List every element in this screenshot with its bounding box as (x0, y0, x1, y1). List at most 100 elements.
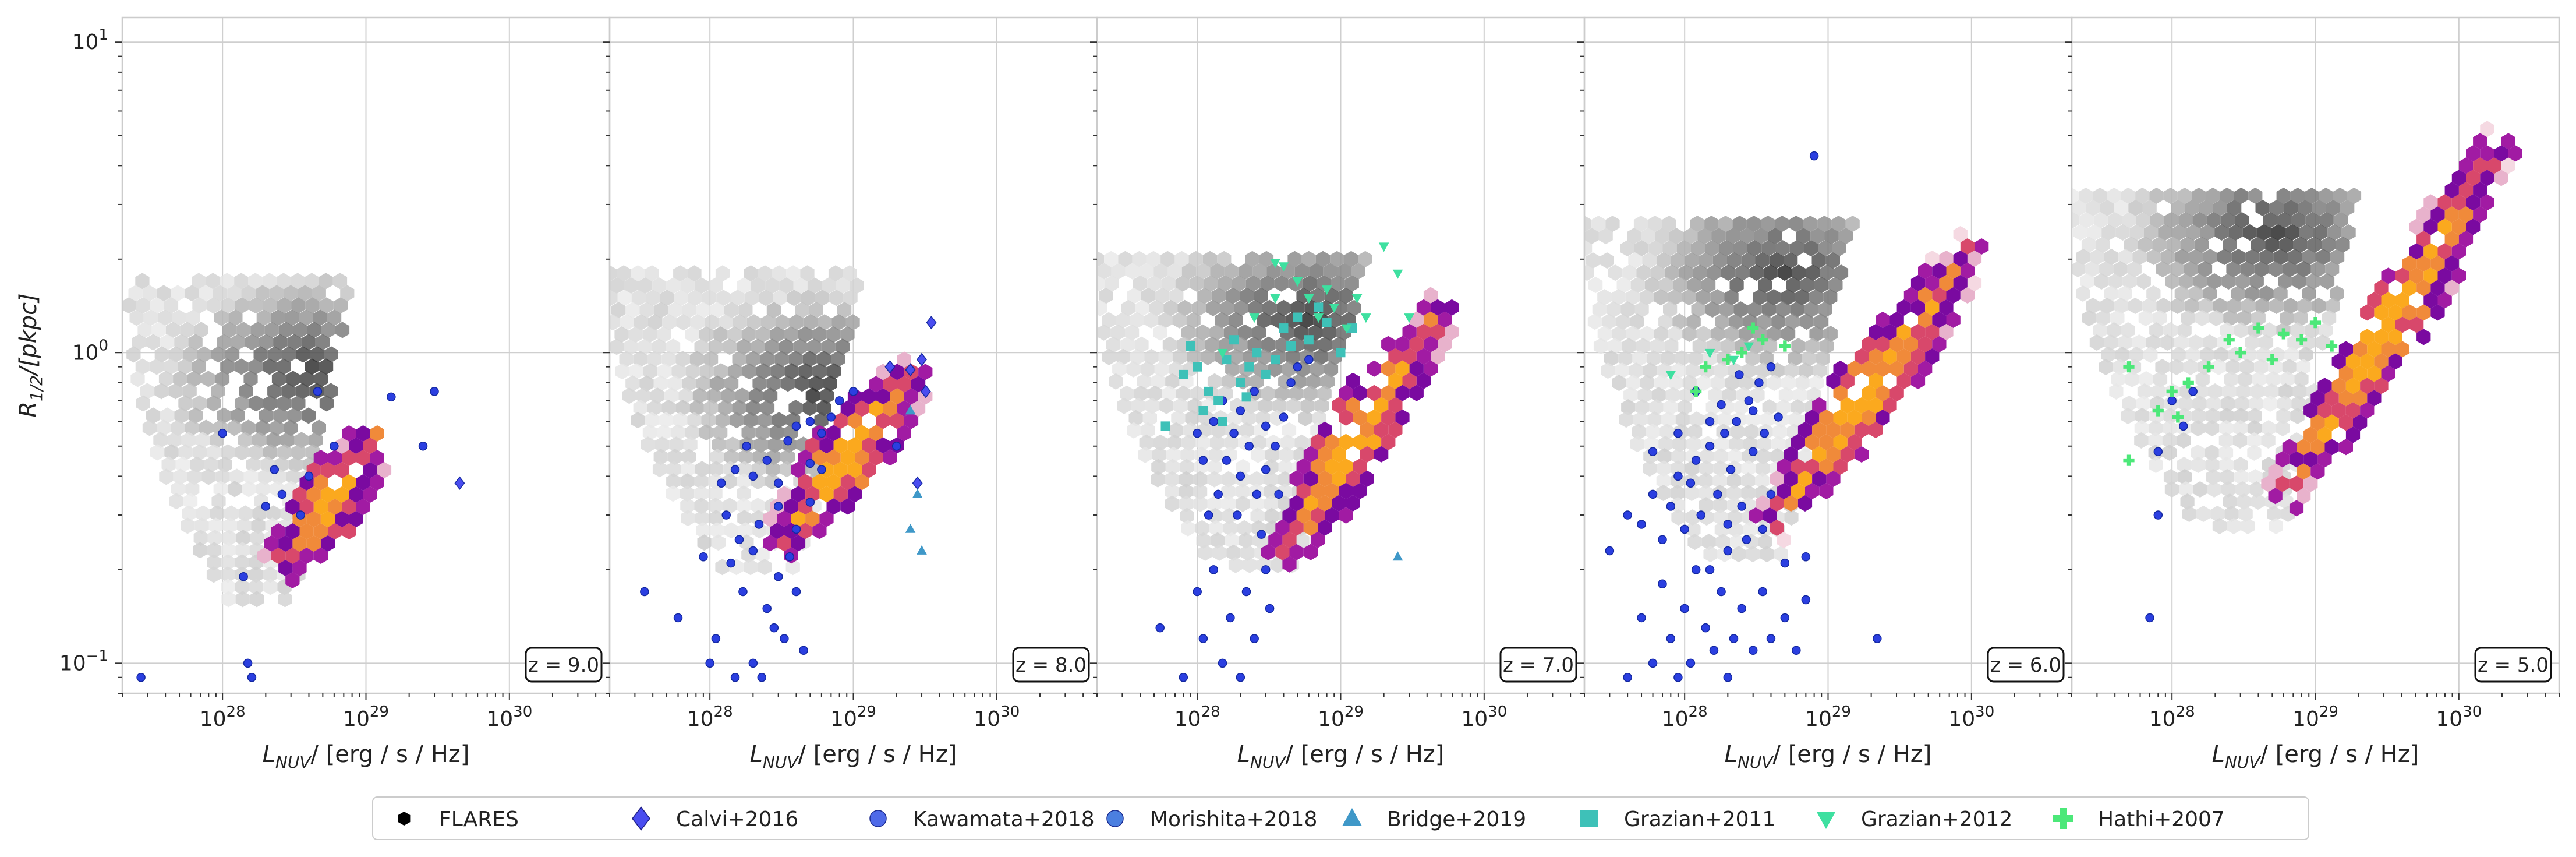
hexbin-cell (1211, 287, 1226, 304)
hexbin-cell (1703, 546, 1718, 563)
hexbin-cell (249, 297, 263, 314)
hexbin-cell (199, 285, 213, 302)
hexbin-cell (2107, 212, 2122, 228)
hexbin-cell (1640, 326, 1654, 343)
data-point (799, 646, 808, 655)
data-point (1748, 646, 1758, 655)
data-point (218, 428, 227, 438)
hexbin-cell (1121, 299, 1135, 316)
hexbin-cell (181, 517, 195, 534)
hexbin-cell (820, 387, 834, 404)
hexbin-cell (759, 290, 773, 306)
hexbin-cell (1592, 301, 1607, 318)
data-point (1680, 524, 1689, 534)
hexbin-cell (619, 351, 634, 368)
hexbin-cell (1925, 348, 1940, 365)
hexbin-cell (1755, 472, 1770, 489)
hexbin-cell (2186, 224, 2200, 241)
hexbin-cell (1303, 519, 1318, 536)
hexbin-cell (862, 437, 876, 454)
hexbin-cell (2451, 194, 2466, 211)
hexbin-cell (1267, 361, 1282, 378)
hexbin-cell (1883, 348, 1897, 365)
hexbin-cell (1259, 251, 1274, 267)
hexbin-cell (2251, 310, 2266, 326)
hexbin-cell (1718, 411, 1732, 428)
hexbin-cell (1625, 289, 1640, 306)
hexbin-cell (1746, 546, 1760, 563)
hexbin-cell (1889, 336, 1904, 352)
hexbin-cell (1289, 544, 1304, 560)
hexbin-cell (1918, 336, 1933, 352)
hexbin-cell (1838, 228, 1853, 245)
hexbin-cell (1243, 556, 1257, 573)
hexbin-cell (802, 400, 817, 417)
hexbin-cell (169, 493, 183, 510)
hexbin-cell (765, 461, 780, 478)
observations (640, 315, 937, 682)
x-tick-label: 1029 (1318, 703, 1364, 731)
hexbin-cell (709, 510, 723, 527)
hexbin-cell (688, 290, 702, 306)
hexbin-cell (299, 548, 314, 564)
data-point (1261, 421, 1271, 431)
hexbin-cell (1176, 385, 1191, 402)
hexbin-cell (183, 346, 197, 363)
data-point (1261, 369, 1271, 379)
data-point (748, 658, 758, 668)
hexbin-cell (777, 535, 791, 552)
hexbin-cell (645, 412, 659, 429)
data-point (1673, 672, 1683, 682)
data-point (1744, 396, 1754, 405)
hexbin-cell (1692, 338, 1707, 355)
hexbin-cell (259, 334, 274, 351)
hexbin-cell (1438, 311, 1452, 328)
hexbin-cell (1939, 299, 1954, 316)
data-point (917, 352, 927, 366)
hexbin-cell (241, 285, 256, 302)
hexbin-cell (2093, 212, 2108, 228)
hexbin-cell (715, 412, 730, 429)
data-point (1321, 285, 1332, 295)
hexbin-cell (1761, 216, 1775, 232)
hexbin-cell (2430, 255, 2445, 272)
hexbin-cell (1431, 299, 1445, 316)
hexbin-cell (1367, 385, 1382, 401)
data-point (1193, 428, 1202, 438)
hexbin-cell (730, 412, 744, 429)
hexbin-cell (2333, 188, 2347, 204)
hexbin-cell (2338, 439, 2353, 456)
hexbin-cell (2251, 237, 2266, 253)
hexbin-cell (2194, 237, 2209, 253)
hexbin-color (1749, 226, 1989, 548)
hexbin-cell (1303, 495, 1318, 512)
hexbin-cell (1689, 350, 1703, 367)
hexbin-cell (2227, 200, 2242, 216)
hexbin-cell (710, 449, 724, 465)
hexbin-cell (1869, 324, 1883, 340)
hexbin-cell (1854, 397, 1869, 414)
hexbin-cell (2248, 188, 2263, 204)
hexbin-cell (2193, 383, 2208, 400)
data-point (1336, 348, 1346, 358)
hexbin-cell (286, 468, 300, 485)
hexbin-cell (2225, 359, 2240, 375)
hexbin-cell (2121, 322, 2135, 338)
hexbin-cell (1116, 312, 1130, 329)
hexbin-cell (2298, 200, 2312, 216)
hexbin-cell (1876, 361, 1890, 377)
data-point (1404, 313, 1414, 323)
hexbin-cell (1381, 409, 1396, 426)
hexbin-cell (192, 297, 207, 314)
hexbin-cell (196, 432, 210, 449)
hexbin-cell (2076, 285, 2090, 302)
hexbin-cell (1584, 240, 1593, 257)
hexbin-cell (1789, 216, 1803, 232)
hexbin-cell (723, 473, 737, 490)
hexbin-cell (904, 388, 919, 405)
hexbin-cell (164, 444, 179, 461)
hexbin-cell (1416, 299, 1431, 316)
hexbin-cell (1346, 397, 1360, 414)
hexbin-cell (1719, 240, 1733, 257)
hexbin-cell (2458, 231, 2474, 248)
